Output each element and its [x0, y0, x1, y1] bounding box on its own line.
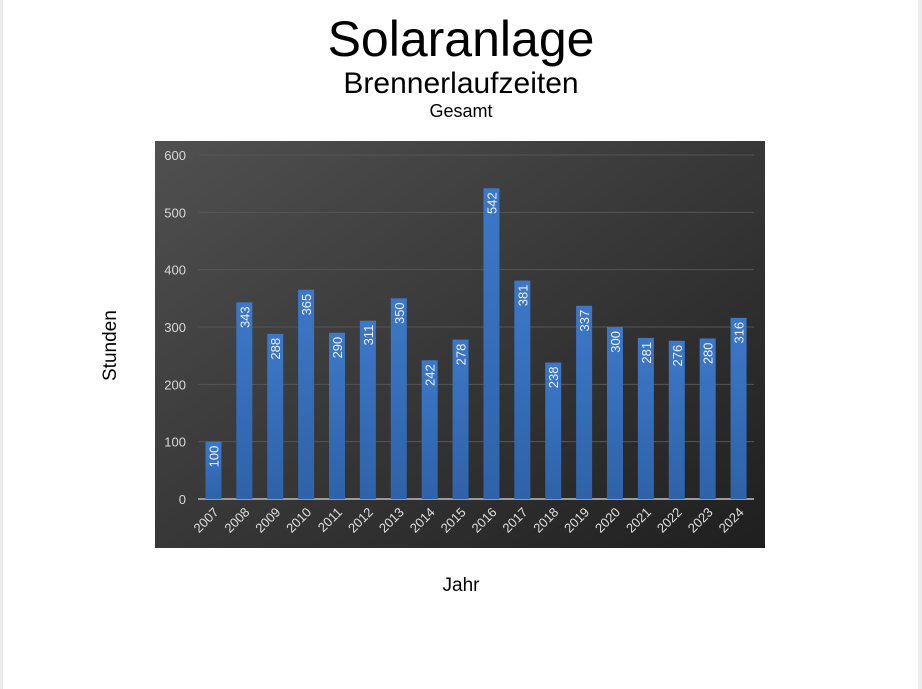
y-tick-label: 300 — [164, 320, 186, 335]
data-label: 343 — [237, 306, 252, 328]
y-tick-label: 500 — [164, 205, 186, 220]
x-axis-label: Jahr — [442, 575, 480, 596]
bar-2017 — [514, 280, 531, 499]
data-label: 381 — [515, 285, 530, 307]
data-label: 238 — [546, 367, 561, 389]
bar-2011 — [329, 332, 345, 499]
bar-2010 — [298, 289, 315, 499]
data-label: 100 — [206, 446, 221, 468]
chart-subsubtitle: Gesamt — [429, 101, 493, 121]
bar-2024 — [730, 317, 747, 499]
data-label: 278 — [454, 344, 469, 366]
data-label: 316 — [732, 322, 747, 344]
data-label: 542 — [484, 192, 499, 214]
bar-2007 — [205, 441, 222, 499]
data-label: 365 — [299, 294, 314, 316]
data-label: 337 — [577, 310, 592, 332]
y-tick-label: 600 — [164, 148, 186, 163]
y-tick-label: 0 — [179, 492, 186, 507]
bar-2015 — [452, 339, 469, 499]
bar-2023 — [699, 338, 716, 499]
y-tick-label: 100 — [164, 435, 186, 450]
bar-2020 — [607, 327, 623, 499]
data-label: 288 — [268, 338, 283, 360]
chart-subtitle: Brennerlaufzeiten — [343, 67, 579, 100]
bar-2012 — [359, 320, 376, 499]
y-tick-label: 400 — [164, 263, 186, 278]
data-label: 290 — [330, 337, 345, 359]
data-label: 311 — [361, 325, 376, 346]
data-label: 281 — [639, 342, 654, 364]
bar-2022 — [668, 340, 685, 499]
bar-2013 — [390, 298, 407, 499]
data-label: 350 — [392, 302, 407, 324]
bar-2009 — [267, 333, 284, 499]
data-label: 242 — [423, 364, 438, 386]
bar-2019 — [576, 305, 593, 499]
data-label: 280 — [701, 342, 716, 364]
bar-2008 — [236, 302, 253, 499]
data-label: 300 — [608, 331, 623, 353]
y-tick-label: 200 — [164, 377, 186, 392]
bar-2014 — [421, 360, 438, 499]
bar-2021 — [637, 337, 654, 499]
bar-2016 — [483, 188, 500, 499]
chart-title: Solaranlage — [327, 11, 595, 67]
bar-2018 — [545, 362, 562, 499]
data-label: 276 — [670, 345, 685, 367]
